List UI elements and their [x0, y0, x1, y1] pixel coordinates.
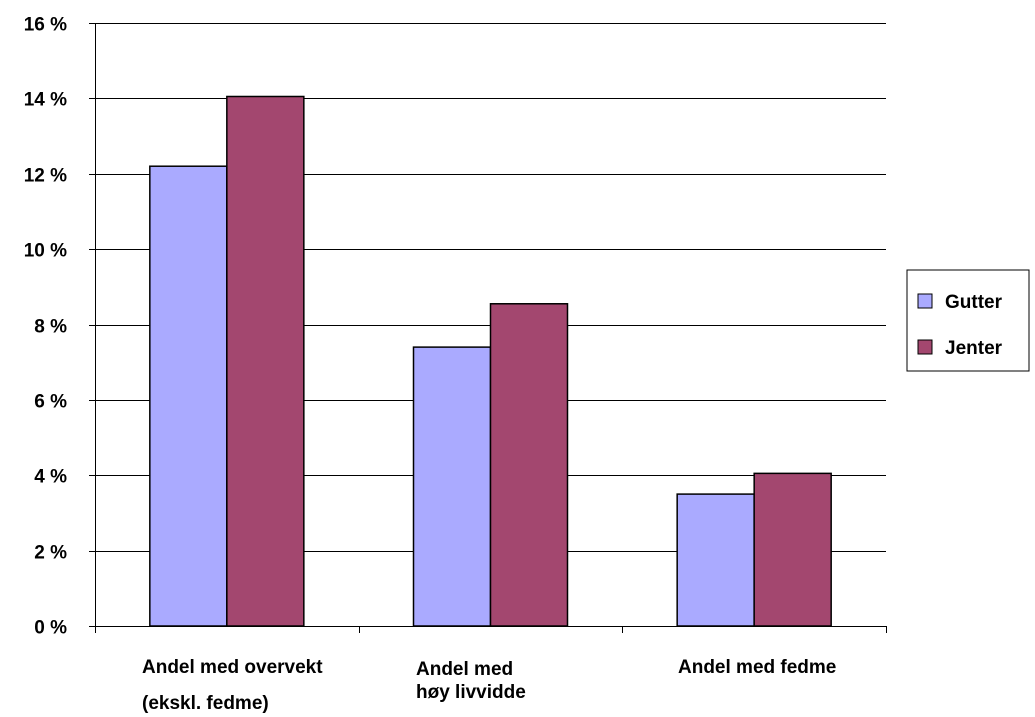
category-label: Andel med fedme — [678, 657, 836, 678]
legend: Gutter Jenter — [906, 269, 1030, 372]
axes — [89, 23, 887, 633]
legend-label-jenter: Jenter — [945, 338, 1003, 359]
bar-jenter-3 — [753, 472, 832, 627]
category-label: (ekskl. fedme) — [142, 693, 269, 714]
bar-jenter-2 — [489, 303, 569, 627]
y-tick-label: 2 % — [34, 543, 67, 564]
legend-swatch-jenter — [917, 339, 933, 355]
bar-jenter-1 — [226, 95, 305, 627]
y-tick-label: 10 % — [24, 241, 67, 262]
bar-gutter-1 — [149, 165, 228, 627]
y-tick-labels: 0 % 2 % 4 % 6 % 8 % 10 % 12 % 14 % 16 % — [24, 15, 67, 639]
y-tick-label: 8 % — [34, 317, 67, 338]
bar-gutter-3 — [676, 493, 755, 627]
category-label: Andel med overvekt — [142, 657, 323, 678]
y-tick-label: 4 % — [34, 467, 67, 488]
category-label: høy livvidde — [416, 682, 526, 703]
y-tick-label: 16 % — [24, 15, 67, 36]
category-label: Andel med — [416, 659, 513, 680]
bar-gutter-2 — [412, 346, 492, 627]
y-tick-label: 0 % — [34, 618, 67, 639]
legend-swatch-gutter — [917, 293, 933, 309]
y-tick-label: 14 % — [24, 90, 67, 111]
y-tick-label: 6 % — [34, 392, 67, 413]
category-labels: Andel med overvekt (ekskl. fedme) Andel me… — [142, 657, 836, 714]
bars — [149, 95, 832, 627]
y-tick-label: 12 % — [24, 166, 67, 187]
legend-label-gutter: Gutter — [945, 292, 1003, 313]
